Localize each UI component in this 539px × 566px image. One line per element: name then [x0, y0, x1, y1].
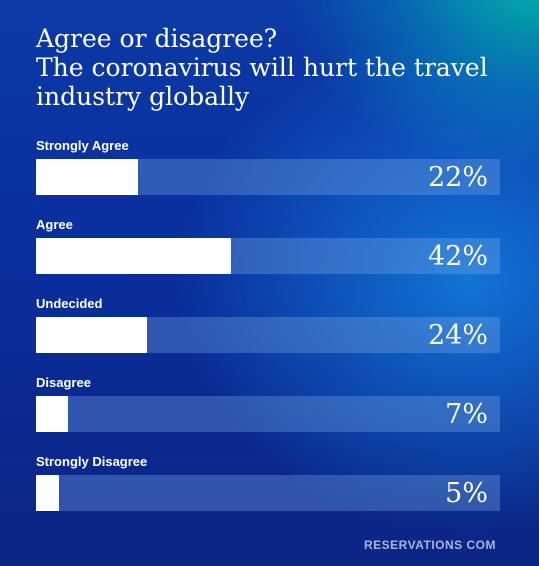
data-label: 42% — [427, 241, 488, 272]
bar — [36, 475, 60, 511]
data-label: 24% — [427, 320, 488, 351]
data-label: 7% — [445, 399, 488, 430]
bar-track: 42% — [36, 238, 500, 274]
data-label: 5% — [445, 478, 488, 509]
bar-row: Agree 42% — [36, 216, 500, 274]
category-label: Strongly Disagree — [36, 454, 148, 469]
chart-title: Agree or disagree? The coronavirus will … — [36, 24, 516, 111]
category-label: Disagree — [36, 375, 91, 390]
bar-track: 22% — [36, 159, 500, 195]
bar-row: Strongly Agree 22% — [36, 137, 500, 195]
bar — [36, 238, 231, 274]
bar — [36, 159, 139, 195]
data-label: 22% — [427, 162, 488, 193]
bar-track: 5% — [36, 475, 500, 511]
bar-track: 7% — [36, 396, 500, 432]
brand-logo-text: RESERVATIONS COM — [363, 538, 496, 552]
chart-title-line-2: The coronavirus will hurt the travel — [36, 53, 488, 82]
bar — [36, 396, 69, 432]
category-label: Agree — [36, 217, 73, 232]
bar-row: Undecided 24% — [36, 295, 500, 353]
bar-row: Disagree 7% — [36, 374, 500, 432]
chart-title-line-1: Agree or disagree? — [36, 24, 278, 53]
category-label: Undecided — [36, 296, 103, 311]
bar-row: Strongly Disagree 5% — [36, 453, 500, 511]
bar-track: 24% — [36, 317, 500, 353]
category-label: Strongly Agree — [36, 138, 129, 153]
bar — [36, 317, 148, 353]
chart-title-line-3: industry globally — [36, 82, 250, 111]
